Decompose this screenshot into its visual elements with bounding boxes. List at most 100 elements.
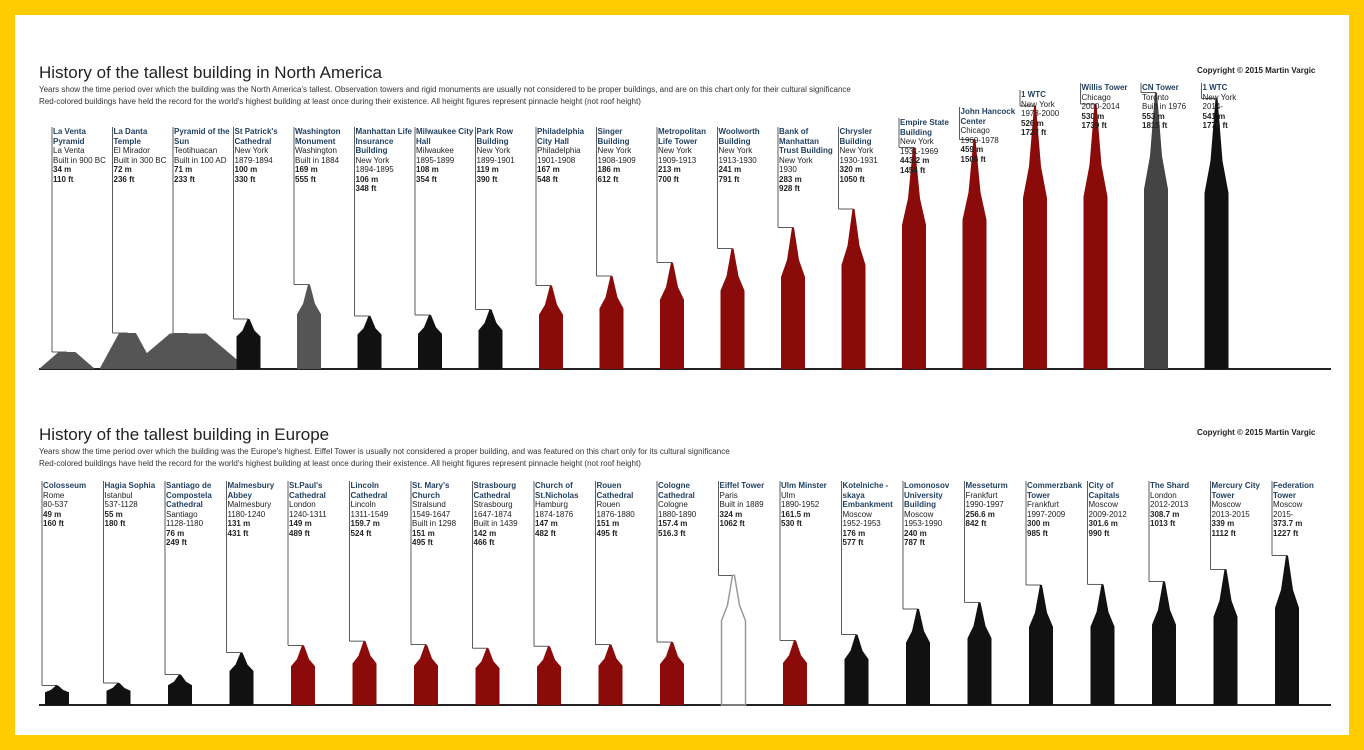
height-m: 72 m bbox=[113, 165, 132, 174]
building-name: Rouen Cathedral bbox=[596, 481, 634, 500]
building-info: 1876-1880 bbox=[596, 509, 635, 519]
height-m: 147 m bbox=[535, 519, 558, 528]
building-name: John Hancock Center bbox=[960, 107, 1016, 126]
height-m: 308.7 m bbox=[1150, 509, 1180, 519]
height-m: 131 m bbox=[227, 519, 251, 528]
height-m: 459 m bbox=[960, 145, 984, 154]
building-label: Lincoln Cathedral Lincoln 1311-1549 159.7 m… bbox=[351, 481, 409, 538]
building-info: 1931-1969 bbox=[900, 146, 939, 156]
building-info: 1930 bbox=[779, 165, 797, 174]
building-info: 1990-1997 bbox=[965, 500, 1004, 509]
building-label: Federation Tower Moscow 2015- 373.7 m 1227 f… bbox=[1273, 481, 1331, 538]
building-name: Church of St.Nicholas bbox=[535, 481, 579, 500]
building-label: 1 WTC New York 1978-2000 526 m 1727 ft bbox=[1021, 90, 1079, 138]
building-silhouette bbox=[1090, 584, 1115, 705]
building-silhouette bbox=[45, 685, 69, 705]
building-name: CN Tower bbox=[1142, 83, 1179, 92]
building-silhouette bbox=[1213, 569, 1238, 705]
building-name: Mercury City Tower bbox=[1211, 481, 1260, 500]
height-ft: 431 ft bbox=[227, 528, 249, 538]
building-label: Rouen Cathedral Rouen 1876-1880 151 m 495 ft bbox=[597, 481, 655, 538]
building-silhouette bbox=[1144, 92, 1168, 369]
building-info: 1879-1894 bbox=[234, 155, 273, 165]
height-ft: 1112 ft bbox=[1211, 528, 1236, 538]
building-name: Eiffel Tower bbox=[719, 481, 765, 490]
height-m: 526 m bbox=[1021, 118, 1044, 128]
height-m: 186 m bbox=[597, 165, 621, 174]
building-silhouette bbox=[962, 139, 987, 369]
height-m: 142 m bbox=[473, 528, 497, 538]
height-m: 159.7 m bbox=[350, 519, 380, 528]
building-info: 1901-1908 bbox=[537, 155, 576, 165]
note: Red-colored buildings have held the reco… bbox=[39, 459, 641, 468]
height-m: 108 m bbox=[416, 165, 439, 174]
building-name: Willis Tower bbox=[1081, 83, 1128, 92]
height-m: 151 m bbox=[596, 519, 620, 528]
building-info: 1913-1930 bbox=[718, 155, 757, 165]
building-silhouette bbox=[352, 641, 377, 705]
building-info: New York bbox=[597, 146, 632, 155]
height-ft: 249 ft bbox=[166, 538, 187, 547]
height-ft: 700 ft bbox=[658, 174, 679, 184]
building-info: 80-537 bbox=[43, 500, 68, 509]
building-silhouette bbox=[128, 333, 248, 369]
building-name: Hagia Sophia bbox=[104, 481, 156, 490]
building-name: Pyramid of the Sun bbox=[174, 127, 230, 146]
building-info: Paris bbox=[719, 490, 738, 500]
building-info: Built in 1976 bbox=[1142, 102, 1187, 111]
building-silhouette bbox=[297, 284, 321, 369]
height-ft: 555 ft bbox=[295, 174, 316, 184]
building-info: Malmesbury bbox=[227, 500, 272, 509]
building-name: Manhattan Life Insurance Building bbox=[355, 127, 412, 155]
building-silhouette bbox=[357, 316, 382, 369]
height-ft: 530 ft bbox=[781, 519, 802, 528]
building-label: Strasbourg Cathedral Strasbourg 1647-1874 B… bbox=[474, 481, 532, 548]
building-name: Woolworth Building bbox=[718, 127, 760, 146]
building-label: Santiago de Compostela Cathedral Santiago… bbox=[166, 481, 224, 548]
height-ft: 495 ft bbox=[596, 528, 618, 538]
building-info: Moscow bbox=[1211, 500, 1241, 509]
building-silhouette bbox=[783, 640, 807, 705]
building-info: New York bbox=[355, 155, 390, 165]
building-name: Park Row Building bbox=[476, 127, 513, 146]
height-ft: 348 ft bbox=[355, 184, 377, 193]
building-info: Built in 1298 bbox=[412, 519, 457, 528]
building-label: Colosseum Rome 80-537 49 m 160 ft bbox=[43, 481, 101, 529]
building-info: El Mirador bbox=[113, 146, 150, 155]
building-name: Lincoln Cathedral bbox=[350, 481, 388, 500]
building-info: 1311-1549 bbox=[350, 509, 389, 519]
building-label: Washington Monument Washington Built in 18… bbox=[295, 127, 353, 184]
building-name: Kotelniche -skaya Embankment bbox=[842, 481, 893, 509]
height-ft: 1506 ft bbox=[960, 154, 986, 164]
building-info: La Venta bbox=[53, 146, 85, 155]
building-info: 1874-1876 bbox=[535, 509, 574, 519]
building-label: Bank of Manhattan Trust Building New York… bbox=[779, 127, 837, 194]
building-name: Malmesbury Abbey bbox=[227, 481, 275, 500]
height-ft: 1013 ft bbox=[1150, 519, 1176, 528]
height-ft: 577 ft bbox=[842, 538, 864, 547]
building-name: Chrysler Building bbox=[839, 127, 872, 146]
height-m: 167 m bbox=[537, 165, 560, 174]
building-info: Built in 1884 bbox=[295, 155, 340, 165]
building-info: 1647-1874 bbox=[473, 509, 512, 519]
building-silhouette bbox=[1275, 555, 1299, 705]
building-label: La Danta Temple El Mirador Built in 300 BC… bbox=[114, 127, 172, 184]
building-name: Federation Tower bbox=[1273, 481, 1314, 500]
height-m: 300 m bbox=[1027, 519, 1050, 528]
height-ft: 985 ft bbox=[1027, 528, 1048, 538]
building-name: Metropolitan Life Tower bbox=[658, 127, 706, 146]
height-m: 161.5 m bbox=[781, 509, 811, 519]
building-name: Colosseum bbox=[43, 481, 87, 490]
building-info: Stralsund bbox=[412, 500, 446, 509]
building-name: Singer Building bbox=[597, 127, 630, 146]
height-ft: 842 ft bbox=[965, 519, 987, 528]
height-m: 76 m bbox=[166, 528, 185, 538]
building-info: 1909-1913 bbox=[658, 155, 697, 165]
building-label: La Venta Pyramid La Venta Built in 900 BC 3… bbox=[53, 127, 111, 184]
height-ft: 160 ft bbox=[43, 519, 64, 528]
building-name: St. Mary's Church bbox=[412, 481, 450, 500]
building-info: New York bbox=[779, 155, 813, 165]
height-ft: 787 ft bbox=[904, 538, 925, 547]
building-name: Messeturm bbox=[965, 481, 1008, 490]
